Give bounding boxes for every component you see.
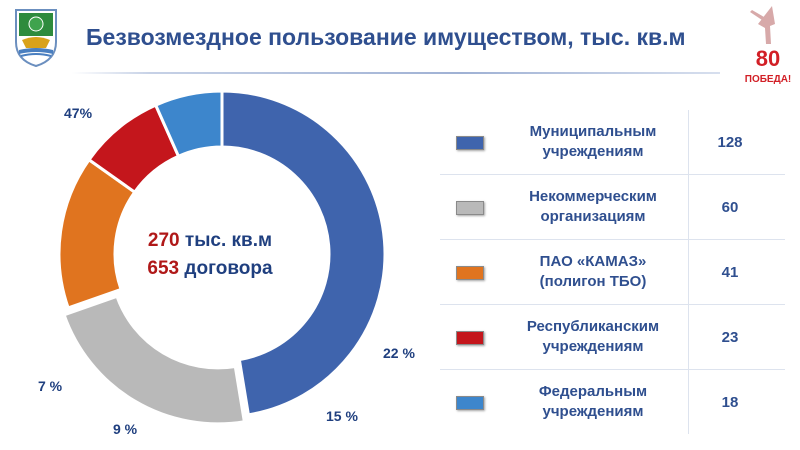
legend-label: Республиканским учреждениям [498, 305, 689, 369]
legend-value: 60 [721, 198, 739, 216]
legend-label: ПАО «КАМАЗ» (полигон ТБО) [498, 240, 689, 304]
donut-slice [153, 90, 224, 159]
city-coat-of-arms-icon [15, 9, 57, 68]
legend-value: 18 [721, 393, 739, 411]
center-contracts-unit: договора [184, 258, 273, 279]
legend-swatch [456, 396, 484, 410]
legend-row-federal: Федеральным учреждениям 18 [440, 370, 785, 434]
center-area-unit: тыс. кв.м [184, 230, 273, 251]
slice-percent-label: 22 % [383, 345, 415, 361]
center-area-total: 270 тыс. кв.м [120, 230, 300, 252]
slice-percent-label: 7 % [38, 378, 63, 394]
victory-80-badge-icon: 80 ПОБЕДА! [745, 6, 792, 85]
legend-swatch [456, 266, 484, 280]
legend-value: 23 [721, 328, 739, 346]
title-divider [72, 72, 720, 74]
donut-chart: 47% 22 % 15 % 9 % 7 % [38, 90, 415, 437]
slice-percent-label: 15 % [326, 408, 358, 424]
donut-slice [220, 90, 387, 417]
legend-row-republican: Республиканским учреждениям 23 [440, 305, 785, 370]
legend-value: 41 [721, 263, 739, 281]
slice-percent-label: 9 % [113, 421, 138, 437]
legend-swatch [456, 331, 484, 345]
legend-label: Федеральным учреждениям [498, 370, 689, 434]
donut-slice [62, 294, 247, 426]
center-contracts-value: 653 [147, 258, 180, 279]
legend-table: Муниципальным учреждениям 128 Некоммерче… [440, 110, 785, 434]
legend-value: 128 [717, 133, 743, 151]
page-title: Безвозмездное пользование имуществом, ты… [86, 24, 686, 50]
legend-label: Муниципальным учреждениям [498, 110, 689, 174]
center-contracts-total: 653 договора [120, 258, 300, 280]
legend-row-nonprofit: Некоммерческим организациям 60 [440, 175, 785, 240]
legend-swatch [456, 136, 484, 150]
center-area-value: 270 [147, 230, 180, 251]
legend-label: Некоммерческим организациям [498, 175, 689, 239]
slice-percent-label: 47% [64, 105, 93, 121]
victory-caption: ПОБЕДА! [745, 74, 792, 85]
legend-swatch [456, 201, 484, 215]
victory-number: 80 [756, 46, 780, 71]
legend-row-municipal: Муниципальным учреждениям 128 [440, 110, 785, 175]
legend-row-kamaz: ПАО «КАМАЗ» (полигон ТБО) 41 [440, 240, 785, 305]
